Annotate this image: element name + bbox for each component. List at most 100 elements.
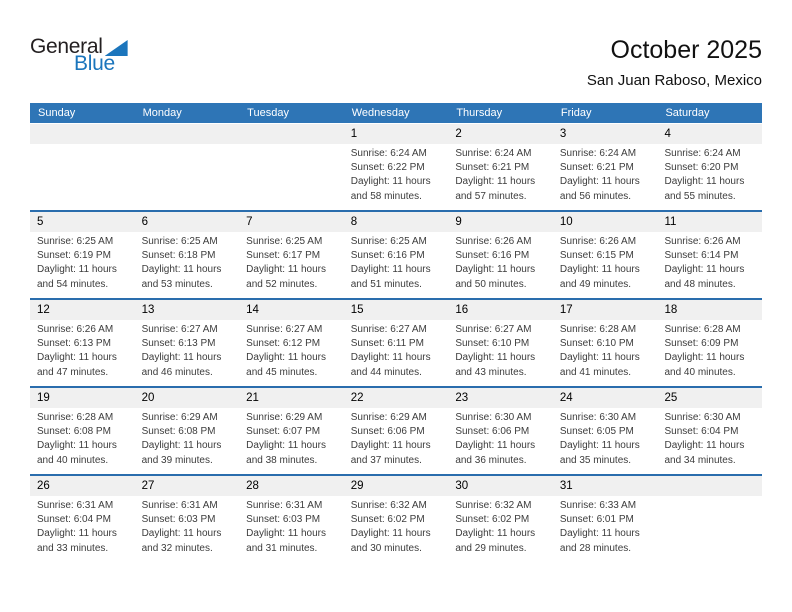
day-detail-line: Daylight: 11 hours	[141, 440, 222, 452]
day-detail-line: and 49 minutes.	[559, 278, 632, 290]
day-number-band: 29	[343, 476, 449, 496]
day-number: 23	[455, 392, 469, 404]
day-detail-line: Daylight: 11 hours	[37, 440, 117, 452]
day-details: Sunrise: 6:24 AM Sunset: 6:20 PM Daylight:…	[657, 144, 762, 204]
day-detail-line: Sunrise: 6:30 AM	[559, 412, 637, 423]
day-detail-line: Sunrise: 6:28 AM	[37, 412, 114, 423]
day-number-band: 20	[134, 388, 240, 408]
day-detail-line: and 48 minutes.	[664, 278, 736, 290]
day-number-band	[134, 124, 240, 144]
day-details: Sunrise: 6:32 AM Sunset: 6:02 PM Daylight:…	[448, 496, 553, 556]
day-details: Sunrise: 6:30 AM Sunset: 6:05 PM Daylight:…	[553, 408, 658, 468]
day-details: Sunrise: 6:25 AM Sunset: 6:18 PM Daylight:…	[135, 232, 240, 292]
day-cell-8: 8 Sunrise: 6:25 AM Sunset: 6:16 PM Daylight…	[343, 212, 449, 298]
day-detail-line: and 37 minutes.	[350, 454, 422, 466]
day-detail-line: Daylight: 11 hours	[559, 264, 640, 276]
day-detail-line: Daylight: 11 hours	[350, 264, 431, 276]
day-cell-15: 15 Sunrise: 6:27 AM Sunset: 6:11 PM Dayligh…	[343, 300, 449, 386]
day-detail-line: Sunset: 6:08 PM	[37, 426, 111, 438]
day-detail-line: Sunset: 6:14 PM	[664, 250, 739, 262]
day-number: 31	[559, 480, 573, 492]
day-details: Sunrise: 6:31 AM Sunset: 6:03 PM Daylight:…	[239, 496, 344, 556]
day-number: 8	[350, 216, 358, 228]
day-cell-28: 28 Sunrise: 6:31 AM Sunset: 6:03 PM Dayligh…	[239, 476, 344, 562]
day-detail-line: and 36 minutes.	[455, 454, 527, 466]
day-cell-20: 20 Sunrise: 6:29 AM Sunset: 6:08 PM Dayligh…	[134, 388, 240, 474]
day-detail-line: Daylight: 11 hours	[350, 440, 431, 452]
day-number-band	[239, 124, 344, 144]
day-number-band: 27	[134, 476, 240, 496]
day-detail-line: Sunrise: 6:27 AM	[455, 324, 532, 335]
day-number-band: 22	[343, 388, 449, 408]
day-cell-7: 7 Sunrise: 6:25 AM Sunset: 6:17 PM Daylight…	[239, 212, 344, 298]
day-detail-line: and 28 minutes.	[559, 542, 632, 554]
day-detail-line: Daylight: 11 hours	[455, 528, 536, 540]
day-detail-line: Sunset: 6:22 PM	[350, 162, 425, 174]
day-detail-line: Sunset: 6:20 PM	[664, 162, 739, 174]
day-details: Sunrise: 6:29 AM Sunset: 6:07 PM Daylight:…	[239, 408, 344, 468]
day-number: 15	[350, 304, 364, 316]
page-title: October 2025	[610, 36, 763, 64]
day-detail-line: and 34 minutes.	[664, 454, 736, 466]
day-detail-line: Daylight: 11 hours	[559, 352, 640, 364]
day-number-band: 11	[657, 212, 763, 232]
title-block: October 2025 San Juan Raboso, Mexico	[587, 36, 762, 89]
day-number: 1	[350, 128, 358, 140]
day-number-band: 24	[552, 388, 658, 408]
day-number: 17	[559, 304, 573, 316]
week-row-5: 26 Sunrise: 6:31 AM Sunset: 6:04 PM Dayligh…	[30, 474, 763, 562]
day-details: Sunrise: 6:24 AM Sunset: 6:21 PM Daylight:…	[448, 144, 553, 204]
day-number: 7	[246, 216, 253, 228]
day-detail-line: Daylight: 11 hours	[559, 176, 640, 188]
day-detail-line: Sunset: 6:04 PM	[664, 426, 739, 438]
day-detail-line: Sunrise: 6:24 AM	[664, 148, 741, 159]
day-detail-line: and 46 minutes.	[141, 366, 213, 378]
day-number-band: 8	[343, 212, 449, 232]
day-cell-9: 9 Sunrise: 6:26 AM Sunset: 6:16 PM Daylight…	[448, 212, 553, 298]
day-detail-line: and 57 minutes.	[455, 190, 527, 202]
day-number-band: 14	[239, 300, 344, 320]
day-number: 2	[455, 128, 462, 140]
day-detail-line: and 50 minutes.	[455, 278, 527, 290]
day-details: Sunrise: 6:26 AM Sunset: 6:13 PM Daylight:…	[30, 320, 135, 380]
day-detail-line: and 58 minutes.	[350, 190, 422, 202]
day-detail-line: and 41 minutes.	[559, 366, 632, 378]
day-detail-line: and 30 minutes.	[350, 542, 422, 554]
day-details: Sunrise: 6:24 AM Sunset: 6:22 PM Daylight:…	[344, 144, 449, 204]
day-cell-31: 31 Sunrise: 6:33 AM Sunset: 6:01 PM Dayligh…	[552, 476, 658, 562]
day-detail-line: and 38 minutes.	[246, 454, 318, 466]
day-detail-line: Sunrise: 6:29 AM	[246, 412, 323, 423]
weekday-header-sunday: Sunday	[38, 107, 76, 119]
day-detail-line: Daylight: 11 hours	[664, 264, 745, 276]
week-row-3: 12 Sunrise: 6:26 AM Sunset: 6:13 PM Dayligh…	[30, 298, 763, 386]
day-detail-line: Daylight: 11 hours	[37, 352, 117, 364]
day-detail-line: and 47 minutes.	[37, 366, 109, 378]
week-row-2: 5 Sunrise: 6:25 AM Sunset: 6:19 PM Daylight…	[30, 210, 763, 298]
day-cell-24: 24 Sunrise: 6:30 AM Sunset: 6:05 PM Dayligh…	[552, 388, 658, 474]
day-details: Sunrise: 6:31 AM Sunset: 6:03 PM Daylight:…	[135, 496, 240, 556]
day-detail-line: and 53 minutes.	[141, 278, 213, 290]
day-details: Sunrise: 6:27 AM Sunset: 6:13 PM Daylight:…	[135, 320, 240, 380]
day-detail-line: Sunset: 6:13 PM	[37, 338, 111, 350]
day-detail-line: Sunrise: 6:25 AM	[141, 236, 218, 247]
day-number: 5	[37, 216, 44, 228]
day-cell-3: 3 Sunrise: 6:24 AM Sunset: 6:21 PM Daylight…	[552, 124, 658, 210]
day-details: Sunrise: 6:30 AM Sunset: 6:04 PM Daylight:…	[657, 408, 762, 468]
day-details: Sunrise: 6:25 AM Sunset: 6:16 PM Daylight:…	[344, 232, 449, 292]
day-detail-line: Sunrise: 6:29 AM	[141, 412, 218, 423]
day-detail-line: Daylight: 11 hours	[455, 264, 536, 276]
day-detail-line: Sunset: 6:21 PM	[559, 162, 634, 174]
day-number-band: 7	[239, 212, 344, 232]
day-number-band: 13	[134, 300, 240, 320]
day-detail-line: Sunrise: 6:31 AM	[141, 500, 218, 511]
day-detail-line: and 43 minutes.	[455, 366, 527, 378]
day-detail-line: Daylight: 11 hours	[664, 176, 745, 188]
day-detail-line: Daylight: 11 hours	[37, 264, 117, 276]
day-detail-line: Daylight: 11 hours	[246, 352, 327, 364]
day-detail-line: Daylight: 11 hours	[141, 352, 222, 364]
day-details: Sunrise: 6:31 AM Sunset: 6:04 PM Daylight:…	[30, 496, 135, 556]
day-detail-line: Sunrise: 6:30 AM	[664, 412, 741, 423]
day-details: Sunrise: 6:32 AM Sunset: 6:02 PM Daylight:…	[344, 496, 449, 556]
day-detail-line: Sunrise: 6:28 AM	[559, 324, 637, 335]
day-number-band: 4	[657, 124, 763, 144]
